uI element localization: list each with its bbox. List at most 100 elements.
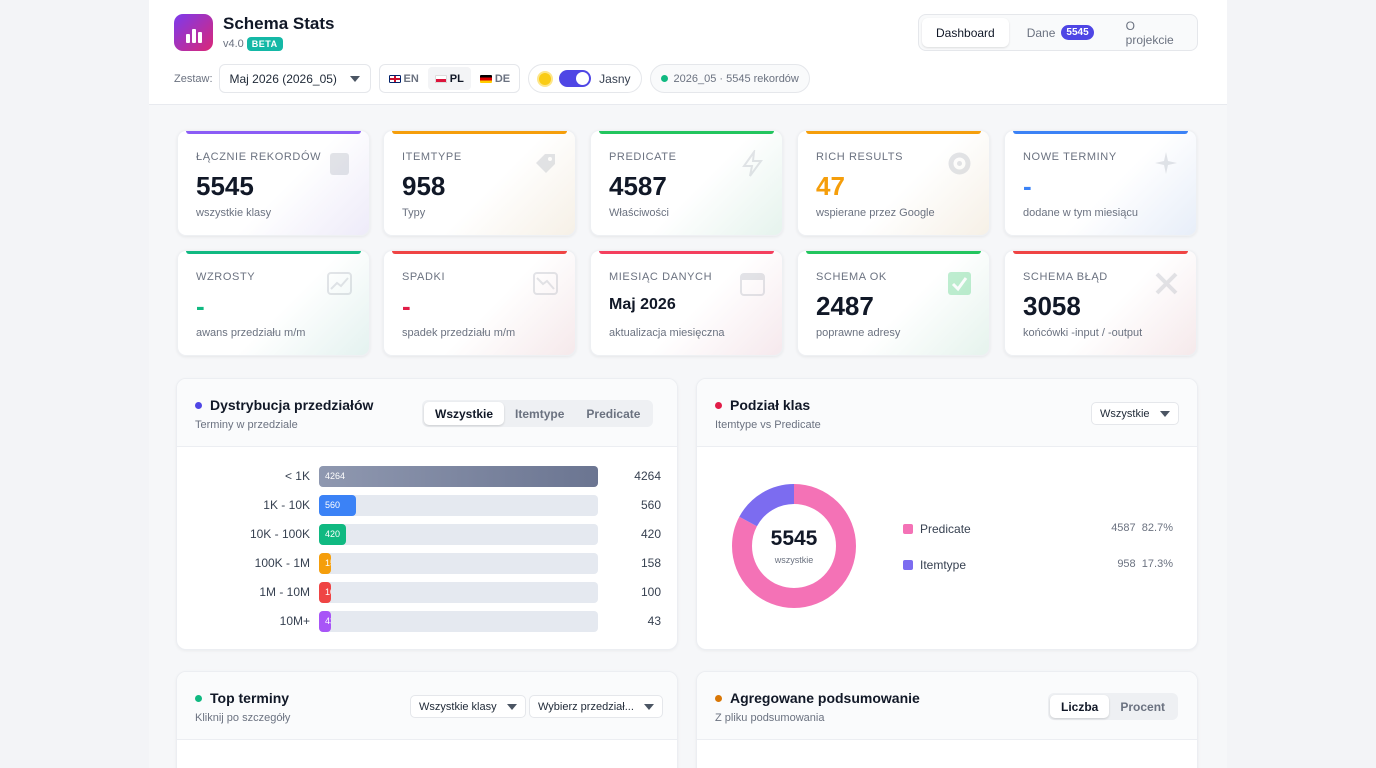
card-subtitle: Typy — [402, 207, 426, 219]
bar-value-label: 100 — [640, 585, 661, 599]
page: Schema Stats v4.0 BETA Dashboard Dane 55… — [149, 0, 1227, 768]
check-icon — [948, 272, 971, 295]
legend-item[interactable]: Itemtype 958 17.3% — [903, 557, 1173, 573]
lang-en[interactable]: EN — [382, 67, 426, 90]
tab-about-label: O projekcie — [1125, 18, 1174, 47]
bar-track: 158 — [319, 553, 598, 574]
class-donut-chart: 5545 wszystkie — [732, 484, 856, 608]
tab-dashboard-label: Dashboard — [936, 25, 995, 40]
bar: 43 — [319, 611, 331, 632]
donut-center-value: 5545 — [771, 527, 818, 550]
card-value: 5545 — [196, 171, 254, 201]
legend-count: 958 — [1117, 558, 1136, 570]
tab-predicate[interactable]: Predicate — [586, 406, 641, 421]
document-icon — [330, 153, 349, 175]
bar-row[interactable]: 100K - 1M 158 158 — [177, 553, 677, 574]
bar-category-label: 10M+ — [279, 614, 310, 628]
card-accent-line — [599, 131, 774, 134]
bar: 158 — [319, 553, 331, 574]
bar-row[interactable]: 1K - 10K 560 560 — [177, 495, 677, 516]
bar-row[interactable]: 1M - 10M 100 100 — [177, 582, 677, 603]
pl-flag-icon — [434, 74, 447, 83]
tab-about[interactable]: O projekcie — [1112, 18, 1194, 47]
lang-pl[interactable]: PL — [427, 67, 471, 90]
top-terms-header: Top terminy Kliknij po szczegóły Wszystk… — [177, 672, 677, 740]
card-accent-line — [1013, 131, 1188, 134]
tab-percent[interactable]: Procent — [1120, 699, 1166, 714]
legend-values: 958 17.3% — [1117, 558, 1173, 570]
card-subtitle: końcówki -input / -output — [1023, 327, 1143, 339]
card-accent-line — [186, 251, 361, 254]
legend-values: 4587 82.7% — [1111, 522, 1173, 534]
card-accent-line — [806, 251, 981, 254]
bar-row[interactable]: 10M+ 43 43 — [177, 611, 677, 632]
tab-all[interactable]: Wszystkie — [424, 402, 505, 425]
card-value: 2487 — [816, 291, 874, 321]
tab-itemtype[interactable]: Itemtype — [515, 406, 565, 421]
legend-item[interactable]: Predicate 4587 82.7% — [903, 521, 1173, 537]
tab-count[interactable]: Liczba — [1050, 695, 1110, 718]
bar-category-label: 1K - 10K — [263, 498, 310, 512]
bar: 560 — [319, 495, 356, 516]
beta-badge: BETA — [246, 37, 283, 51]
stat-card: Spadki - spadek przedziału m/m — [383, 250, 576, 356]
set-select[interactable]: Maj 2026 (2026_05) — [218, 64, 371, 93]
classes-title: Podział klas — [715, 397, 810, 413]
legend-percent: 82.7% — [1141, 522, 1173, 534]
tab-dashboard[interactable]: Dashboard — [922, 18, 1009, 47]
card-value: 3058 — [1023, 291, 1081, 321]
top-terms-subtitle: Kliknij po szczegóły — [195, 712, 291, 724]
bar-row[interactable]: 10K - 100K 420 420 — [177, 524, 677, 545]
sun-icon — [539, 72, 552, 85]
stat-card: Wzrosty - awans przedziału m/m — [177, 250, 370, 356]
class-filter-value: Wszystkie klasy — [419, 700, 497, 713]
chevron-down-icon — [643, 703, 654, 710]
card-value: - — [1023, 171, 1032, 201]
distribution-panel: Dystrybucja przedziałów Terminy w przedz… — [176, 378, 678, 650]
uk-flag-icon — [388, 74, 401, 83]
main-nav: Dashboard Dane 5545 O projekcie — [918, 14, 1198, 51]
top-terms-panel: Top terminy Kliknij po szczegóły Wszystk… — [176, 671, 678, 768]
status-text: 2026_05 · 5545 rekordów — [673, 72, 799, 85]
legend-swatch — [903, 524, 913, 534]
tab-dane-label: Dane — [1026, 25, 1056, 40]
app-logo-icon — [174, 14, 213, 51]
lang-de[interactable]: DE — [473, 67, 517, 90]
trend-up-icon — [327, 272, 352, 295]
lang-en-label: EN — [403, 72, 419, 85]
tab-dane[interactable]: Dane 5545 — [1013, 18, 1108, 47]
donut-slice-itemtype[interactable] — [732, 484, 856, 608]
distribution-subtitle: Terminy w przedziale — [195, 419, 298, 431]
bar-row[interactable]: < 1K 4264 4264 — [177, 466, 677, 487]
legend-swatch — [903, 560, 913, 570]
theme-toggle[interactable]: Jasny — [528, 64, 642, 93]
class-filter-select[interactable]: Wszystkie klasy — [410, 695, 526, 718]
bar-inner-label: 158 — [325, 558, 331, 568]
classes-filter-select[interactable]: Wszystkie — [1091, 402, 1179, 425]
card-subtitle: dodane w tym miesiącu — [1023, 207, 1138, 219]
bar-category-label: < 1K — [284, 469, 310, 483]
top-terms-title-text: Top terminy — [210, 690, 290, 706]
cross-icon — [1155, 272, 1178, 295]
card-label: Rich results — [816, 151, 904, 163]
card-label: Schema błąd — [1023, 271, 1108, 283]
range-filter-select[interactable]: Wybierz przedział... — [529, 695, 663, 718]
card-label: Spadki — [402, 271, 446, 283]
toolbar: Zestaw: Maj 2026 (2026_05) EN PL DE Jasn… — [174, 64, 810, 93]
classes-panel: Podział klas Itemtype vs Predicate Wszys… — [696, 378, 1198, 650]
bar-inner-label: 100 — [325, 587, 331, 597]
legend-count: 4587 — [1111, 522, 1136, 534]
card-accent-line — [392, 251, 567, 254]
bar-track: 100 — [319, 582, 598, 603]
bar-track: 560 — [319, 495, 598, 516]
bar-value-label: 560 — [640, 498, 661, 512]
card-value: Maj 2026 — [609, 296, 676, 313]
status-dot-icon — [660, 75, 668, 82]
dot-icon — [715, 694, 722, 702]
bar-track: 43 — [319, 611, 598, 632]
distribution-tabs: Wszystkie Itemtype Predicate — [422, 400, 654, 427]
theme-switch[interactable] — [559, 70, 592, 87]
top-terms-title: Top terminy — [195, 690, 289, 706]
card-subtitle: wspierane przez Google — [816, 207, 935, 219]
chevron-down-icon — [1159, 410, 1170, 417]
